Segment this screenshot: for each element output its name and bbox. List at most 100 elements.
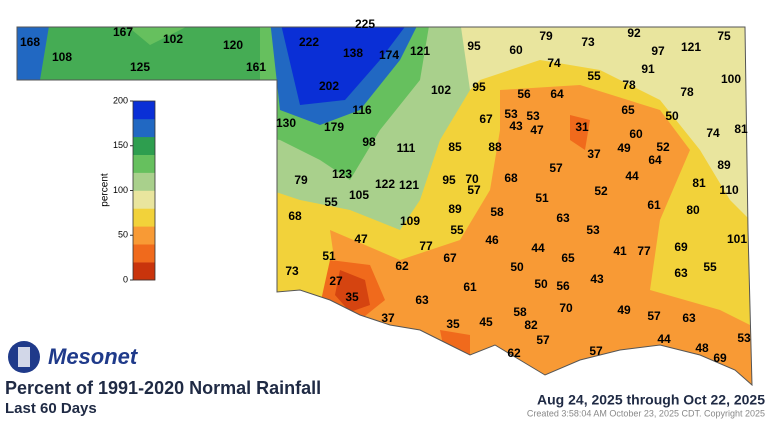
station-value: 79 (539, 29, 553, 43)
colorbar-tick-label: 50 (118, 230, 128, 240)
station-value: 167 (113, 25, 133, 39)
station-value: 222 (299, 35, 319, 49)
station-value: 77 (637, 244, 651, 258)
station-value: 55 (703, 260, 717, 274)
station-value: 168 (20, 35, 40, 49)
station-value: 53 (737, 331, 751, 345)
station-value: 35 (446, 317, 460, 331)
station-value: 78 (622, 78, 636, 92)
station-value: 49 (617, 141, 631, 155)
station-value: 37 (381, 311, 395, 325)
station-value: 130 (276, 116, 296, 130)
station-value: 121 (410, 44, 430, 58)
colorbar-band (133, 154, 155, 173)
station-value: 50 (534, 277, 548, 291)
colorbar-band (133, 244, 155, 263)
colorbar-tick-label: 150 (113, 140, 128, 150)
colorbar-band (133, 262, 155, 281)
station-value: 44 (657, 332, 671, 346)
station-value: 73 (285, 264, 299, 278)
station-value: 27 (329, 274, 343, 288)
station-value: 74 (706, 126, 720, 140)
logo: Mesonet (8, 341, 139, 373)
colorbar-tick-label: 200 (113, 95, 128, 105)
station-value: 70 (465, 172, 479, 186)
station-value: 31 (575, 120, 589, 134)
station-value: 63 (682, 311, 696, 325)
station-value: 55 (324, 195, 338, 209)
created-note: Created 3:58:04 AM October 23, 2025 CDT.… (527, 408, 765, 418)
colorbar-band (133, 118, 155, 138)
station-value: 111 (397, 141, 416, 155)
station-value: 161 (246, 60, 266, 74)
station-value: 88 (488, 140, 502, 154)
station-value: 125 (130, 60, 150, 74)
station-value: 61 (463, 280, 477, 294)
station-value: 105 (349, 188, 369, 202)
station-value: 95 (442, 173, 456, 187)
station-value: 52 (656, 140, 670, 154)
station-value: 35 (345, 290, 359, 304)
date-range: Aug 24, 2025 through Oct 22, 2025 (537, 392, 765, 408)
station-value: 95 (467, 39, 481, 53)
station-value: 68 (504, 171, 518, 185)
station-value: 43 (590, 272, 604, 286)
colorbar-tick-label: 0 (123, 274, 128, 284)
station-value: 89 (448, 202, 462, 216)
station-value: 69 (674, 240, 688, 254)
station-value: 80 (686, 203, 700, 217)
station-value: 57 (467, 183, 481, 197)
station-value: 53 (586, 223, 600, 237)
station-value: 95 (472, 80, 486, 94)
station-value: 102 (163, 32, 183, 46)
station-value: 48 (695, 341, 709, 355)
station-value: 50 (510, 260, 524, 274)
station-value: 58 (513, 305, 527, 319)
station-value: 52 (594, 184, 608, 198)
station-value: 69 (713, 351, 727, 365)
subtitle: Last 60 Days (5, 400, 97, 417)
station-value: 62 (507, 346, 521, 360)
station-value: 102 (431, 83, 451, 97)
station-value: 63 (674, 266, 688, 280)
station-value: 57 (549, 161, 563, 175)
station-value: 50 (665, 109, 679, 123)
station-value: 56 (517, 87, 531, 101)
station-value: 56 (556, 279, 570, 293)
station-value: 47 (530, 123, 544, 137)
station-value: 101 (727, 232, 747, 246)
logo-text: Mesonet (48, 344, 139, 369)
station-value: 81 (692, 176, 706, 190)
station-value: 58 (490, 205, 504, 219)
station-value: 85 (448, 140, 462, 154)
station-value: 100 (721, 72, 741, 86)
station-value: 65 (561, 251, 575, 265)
station-value: 75 (717, 29, 731, 43)
station-value: 37 (587, 147, 601, 161)
station-value: 225 (355, 17, 375, 31)
station-value: 61 (647, 198, 661, 212)
station-value: 77 (419, 239, 433, 253)
station-value: 45 (479, 315, 493, 329)
station-value: 53 (526, 109, 540, 123)
station-value: 67 (443, 251, 457, 265)
station-value: 138 (343, 46, 363, 60)
station-value: 68 (288, 209, 302, 223)
station-value: 97 (651, 44, 665, 58)
station-value: 122 (375, 177, 395, 191)
station-value: 55 (450, 223, 464, 237)
station-value: 116 (352, 103, 372, 117)
station-value: 57 (647, 309, 661, 323)
station-value: 64 (648, 153, 662, 167)
station-value: 91 (641, 62, 655, 76)
station-value: 51 (322, 249, 336, 263)
station-value: 47 (354, 232, 368, 246)
colorbar-band (133, 208, 155, 227)
station-value: 109 (400, 214, 420, 228)
station-value: 121 (681, 40, 701, 54)
station-value: 67 (479, 112, 493, 126)
station-value: 65 (621, 103, 635, 117)
station-value: 63 (556, 211, 570, 225)
station-value: 41 (613, 244, 627, 258)
station-value: 60 (629, 127, 643, 141)
